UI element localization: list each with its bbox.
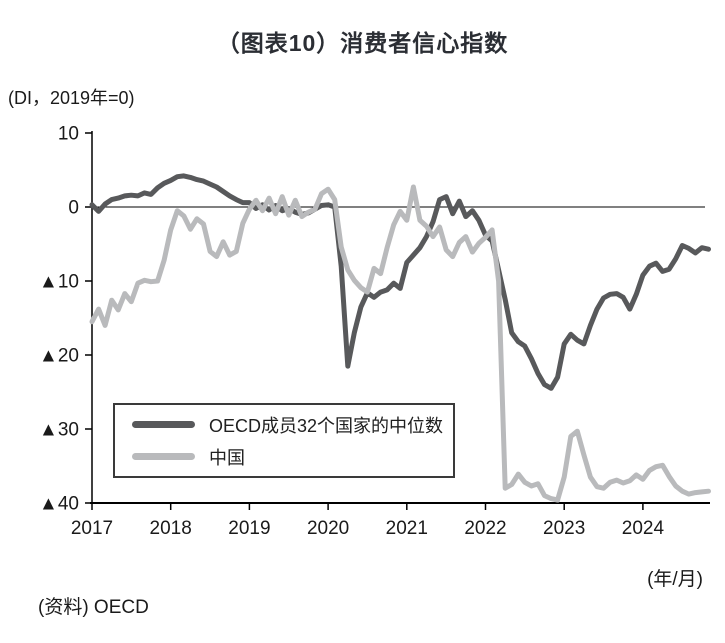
legend-box: OECD成员32个国家的中位数 中国: [113, 403, 455, 478]
x-tick-label: 2020: [307, 518, 349, 539]
legend-swatch-china: [132, 453, 195, 460]
y-tick-label: ▲10: [39, 272, 79, 293]
y-tick-label: ▲40: [39, 494, 79, 515]
y-axis-unit-label: (DI，2019年=0): [8, 88, 135, 108]
x-tick-label: 2024: [622, 518, 665, 539]
x-tick-label: 2019: [228, 518, 270, 539]
series-line-china: [89, 184, 711, 503]
chart-title: （图表10）消费者信心指数: [216, 30, 509, 56]
y-tick-label: ▲30: [39, 420, 79, 441]
source-label: (资料) OECD: [38, 597, 149, 618]
legend-label-oecd: OECD成员32个国家的中位数: [209, 415, 444, 436]
legend-swatch-oecd: [132, 421, 195, 428]
y-tick-label: 10: [58, 124, 79, 145]
x-tick-label: 2023: [543, 518, 585, 539]
legend-item-oecd: OECD成员32个国家的中位数: [132, 412, 453, 438]
legend-label-china: 中国: [209, 447, 245, 468]
x-tick-label: 2018: [150, 518, 192, 539]
x-tick-label: 2022: [464, 518, 506, 539]
y-tick-label: ▲20: [39, 346, 79, 367]
x-tick-label: 2021: [386, 518, 428, 539]
y-tick-label: 0: [68, 198, 79, 219]
legend-item-china: 中国: [132, 444, 453, 470]
x-tick-label: 2017: [71, 518, 113, 539]
series-line-oecd: [89, 173, 711, 391]
x-axis-unit-label: (年/月): [647, 569, 703, 590]
